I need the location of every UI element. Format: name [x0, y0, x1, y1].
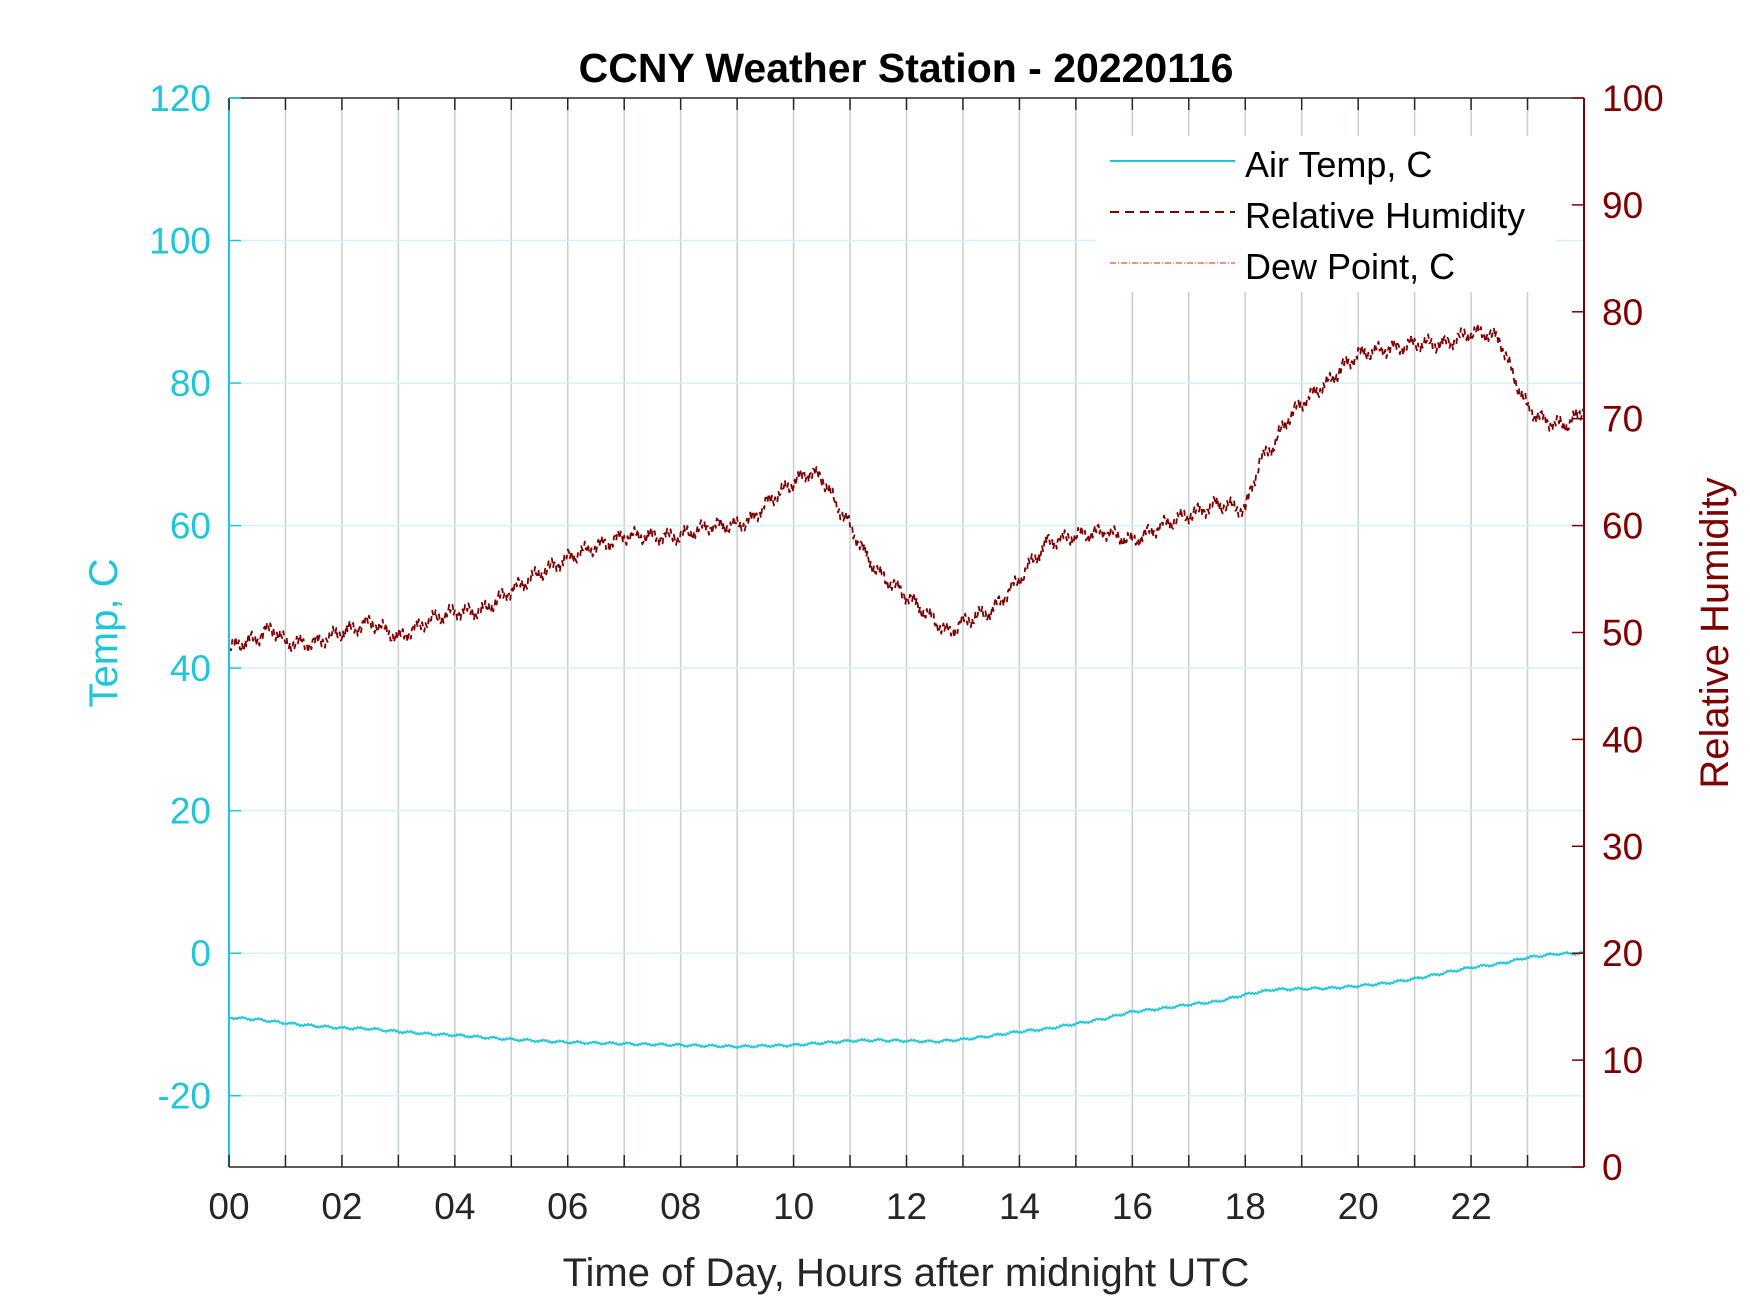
y-left-tick-label: 120: [149, 78, 211, 119]
legend-label-air-temp: Air Temp, C: [1245, 144, 1432, 185]
y-left-tick-label: 40: [170, 648, 211, 689]
y-right-tick-label: 10: [1602, 1040, 1643, 1081]
x-tick-label: 08: [660, 1186, 701, 1227]
y-right-tick-label: 70: [1602, 399, 1643, 440]
axes: [228, 97, 1585, 1168]
y-right-tick-label: 30: [1602, 826, 1643, 867]
grid: [229, 98, 1584, 1167]
legend-label-dew-point: Dew Point, C: [1245, 246, 1455, 287]
y-right-tick-label: 0: [1602, 1147, 1623, 1188]
x-tick-label: 06: [547, 1186, 588, 1227]
tick-labels: 00 02 04 06 08 10 12 14 16 18 20 22-200204060801001…: [149, 78, 1663, 1227]
y-left-tick-label: 0: [190, 933, 211, 974]
legend: Air Temp, C Relative Humidity Dew Point,…: [1096, 136, 1556, 292]
x-tick-label: 22: [1451, 1186, 1492, 1227]
y-right-tick-label: 40: [1602, 719, 1643, 760]
y-right-tick-label: 90: [1602, 185, 1643, 226]
x-tick-label: 16: [1112, 1186, 1153, 1227]
y-right-tick-label: 100: [1602, 78, 1664, 119]
y-left-tick-label: 20: [170, 791, 211, 832]
x-tick-label: 10: [773, 1186, 814, 1227]
series-line-air-temp-c: [228, 951, 1585, 1050]
y-left-tick-label: 100: [149, 221, 211, 262]
y-right-tick-label: 20: [1602, 933, 1643, 974]
x-tick-label: 02: [321, 1186, 362, 1227]
y-axis-left-label: Temp, C: [82, 559, 126, 708]
x-tick-label: 12: [886, 1186, 927, 1227]
x-tick-label: 20: [1338, 1186, 1379, 1227]
y-right-tick-label: 60: [1602, 506, 1643, 547]
x-tick-label: 14: [999, 1186, 1040, 1227]
x-tick-label: 00: [208, 1186, 249, 1227]
legend-label-relative-humidity: Relative Humidity: [1245, 195, 1525, 236]
x-tick-label: 18: [1225, 1186, 1266, 1227]
y-left-tick-label: 80: [170, 363, 211, 404]
y-left-tick-label: 60: [170, 506, 211, 547]
y-axis-right-label: Relative Humidity: [1693, 477, 1737, 788]
x-axis-label: Time of Day, Hours after midnight UTC: [563, 1251, 1250, 1295]
x-tick-label: 04: [434, 1186, 475, 1227]
y-right-tick-label: 50: [1602, 613, 1643, 654]
y-right-tick-label: 80: [1602, 292, 1643, 333]
y-left-tick-label: -20: [158, 1076, 211, 1117]
series-line-relative-humidity: [228, 322, 1585, 654]
series-layer: [228, 322, 1585, 1050]
chart-title: CCNY Weather Station - 20220116: [579, 45, 1234, 91]
